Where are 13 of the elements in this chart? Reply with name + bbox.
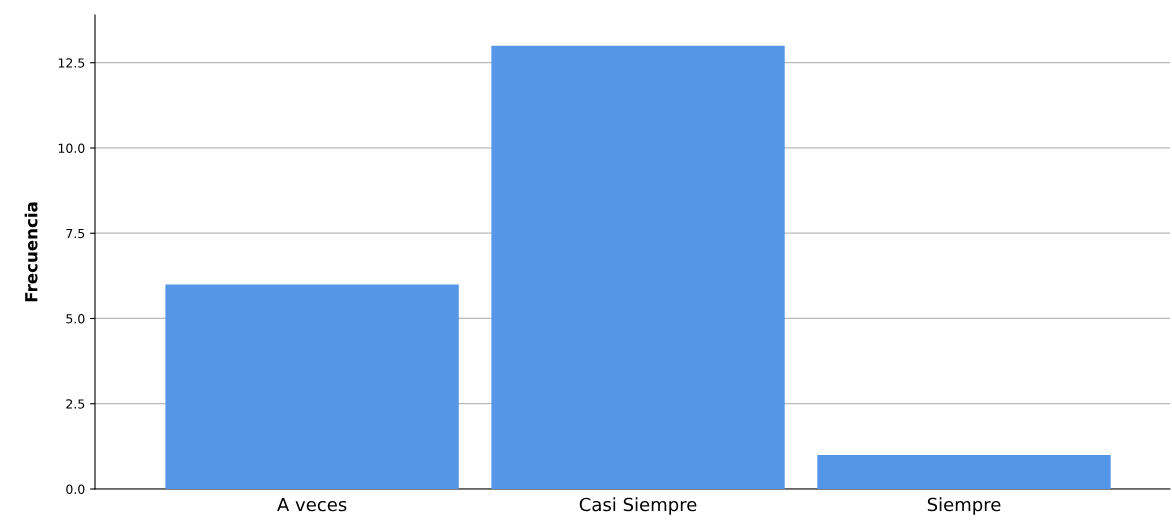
y-axis-title: Frecuencia bbox=[24, 202, 38, 302]
y-tick-label: 5.0 bbox=[66, 313, 85, 324]
y-tick-label: 0.0 bbox=[66, 484, 85, 494]
y-tick-label: 12.5 bbox=[58, 58, 85, 68]
bar bbox=[491, 45, 785, 489]
bar bbox=[165, 284, 459, 489]
y-tick-label: 10.0 bbox=[58, 143, 85, 153]
x-tick-label: Casi Siempre bbox=[579, 497, 697, 515]
bar bbox=[817, 454, 1111, 489]
x-tick-label: A veces bbox=[277, 497, 347, 512]
y-tick-label: 7.5 bbox=[66, 228, 85, 239]
x-tick-label: Siempre bbox=[927, 497, 1001, 515]
y-tick-label: 2.5 bbox=[66, 399, 85, 409]
